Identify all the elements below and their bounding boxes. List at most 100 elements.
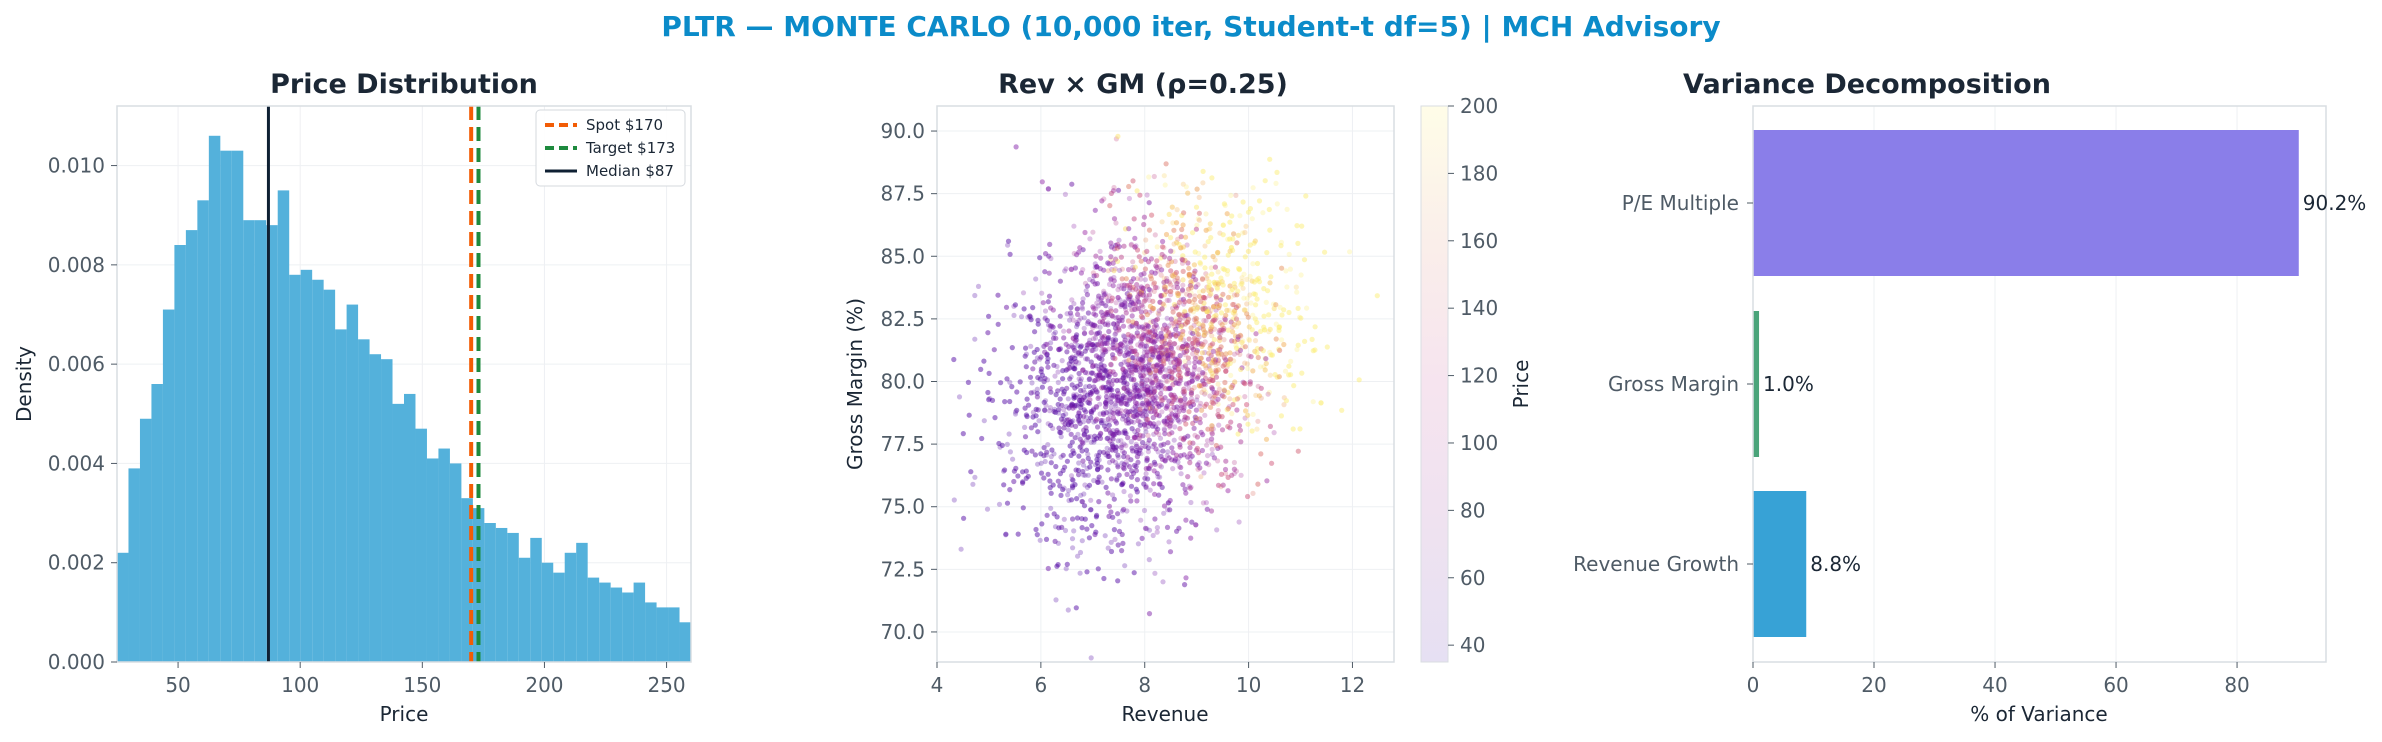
- scatter-point: [1257, 364, 1264, 370]
- scatter-point: [1092, 261, 1098, 267]
- scatter-point: [1061, 328, 1067, 334]
- scatter-point: [1096, 499, 1102, 505]
- scatter-point: [1107, 387, 1113, 393]
- scatter-point: [1095, 477, 1101, 483]
- histogram-bar: [438, 448, 450, 662]
- scatter-point: [1204, 506, 1210, 512]
- scatter-point: [1061, 389, 1067, 395]
- scatter-point: [1163, 347, 1169, 353]
- scatter-point: [1231, 322, 1237, 328]
- scatter-point: [1158, 346, 1164, 352]
- scatter-point: [1121, 506, 1127, 513]
- scatter-point: [1199, 276, 1206, 282]
- scatter-point: [1147, 375, 1153, 381]
- scatter-point: [1123, 306, 1129, 312]
- scatter-point: [1243, 223, 1249, 229]
- scatter-point: [1218, 471, 1225, 477]
- scatter-point: [1021, 447, 1027, 453]
- scatter-point: [1230, 316, 1236, 322]
- scatter-point: [1077, 393, 1083, 399]
- scatter-point: [1108, 395, 1114, 401]
- scatter-point: [1235, 288, 1241, 294]
- scatter-point: [1188, 306, 1194, 312]
- scatter-point: [1101, 288, 1107, 294]
- scatter-point: [1147, 420, 1153, 427]
- scatter-point: [1150, 281, 1156, 287]
- scatter-point: [1189, 299, 1196, 305]
- scatter-point: [1217, 230, 1223, 236]
- price-y-tick-label: 0.004: [48, 451, 105, 475]
- histogram-bar: [231, 150, 244, 662]
- scatter-point: [1195, 331, 1201, 337]
- scatter-point: [1111, 216, 1118, 222]
- scatter-point: [1163, 284, 1169, 290]
- scatter-point: [1105, 268, 1111, 274]
- scatter-point: [1242, 344, 1248, 350]
- histogram-bar: [415, 428, 427, 662]
- scatter-point: [1178, 453, 1184, 459]
- scatter-point: [1060, 368, 1066, 374]
- scatter-point: [986, 397, 992, 403]
- scatter-point: [1068, 431, 1074, 437]
- scatter-point: [1215, 286, 1221, 292]
- scatter-point: [1192, 249, 1198, 255]
- scatter-point: [1100, 384, 1106, 390]
- scatter-point: [1101, 196, 1107, 202]
- scatter-point: [1195, 305, 1201, 311]
- scatter-point: [1152, 284, 1159, 291]
- scatter-point: [1140, 327, 1146, 333]
- scatter-point: [1068, 473, 1075, 479]
- scatter-point: [1191, 384, 1197, 391]
- scatter-point: [1198, 298, 1204, 305]
- scatter-point: [1126, 294, 1132, 300]
- scatter-point: [1145, 449, 1151, 455]
- scatter-point: [1085, 472, 1091, 478]
- scatter-point: [1106, 453, 1112, 460]
- scatter-point: [1182, 486, 1188, 492]
- scatter-point: [1168, 420, 1174, 426]
- scatter-point: [1141, 271, 1147, 277]
- scatter-point: [1101, 575, 1107, 582]
- scatter-point: [1164, 342, 1170, 349]
- scatter-point: [1141, 394, 1147, 400]
- scatter-point: [1237, 266, 1243, 272]
- scatter-point: [1216, 422, 1222, 428]
- scatter-point: [1226, 307, 1232, 313]
- scatter-point: [1153, 424, 1159, 430]
- scatter-point: [1084, 342, 1090, 348]
- scatter-point: [1064, 417, 1070, 423]
- scatter-point: [1052, 406, 1058, 412]
- scatter-point: [1125, 334, 1131, 340]
- scatter-point: [1196, 334, 1202, 340]
- scatter-point: [1227, 219, 1233, 225]
- scatter-point: [1075, 467, 1081, 473]
- scatter-point: [1235, 232, 1241, 238]
- scatter-point: [1219, 351, 1225, 357]
- scatter-point: [1154, 470, 1160, 476]
- scatter-point: [1109, 387, 1115, 393]
- scatter-point: [1165, 353, 1171, 359]
- variance-title: Variance Decomposition: [1683, 69, 2051, 100]
- scatter-point: [1049, 447, 1055, 453]
- scatter-point: [1149, 354, 1155, 360]
- scatter-point: [1208, 326, 1214, 332]
- scatter-point: [1115, 346, 1121, 352]
- scatter-point: [1211, 455, 1217, 461]
- scatter-point: [1247, 292, 1253, 298]
- scatter-point: [1163, 289, 1169, 295]
- scatter-point: [1271, 430, 1277, 436]
- scatter-point: [1076, 401, 1082, 407]
- scatter-point: [1081, 431, 1087, 437]
- colorbar-tick-label: 100: [1460, 431, 1498, 455]
- scatter-point: [1116, 244, 1122, 250]
- scatter-point: [1183, 184, 1189, 190]
- scatter-point: [1195, 466, 1201, 472]
- scatter-point: [1206, 350, 1212, 356]
- scatter-point: [1104, 435, 1110, 442]
- scatter-point: [1051, 408, 1057, 415]
- scatter-point: [1213, 399, 1219, 405]
- scatter-point: [1140, 392, 1146, 398]
- scatter-point: [1112, 371, 1118, 378]
- scatter-point: [985, 389, 991, 396]
- scatter-point: [1095, 395, 1101, 401]
